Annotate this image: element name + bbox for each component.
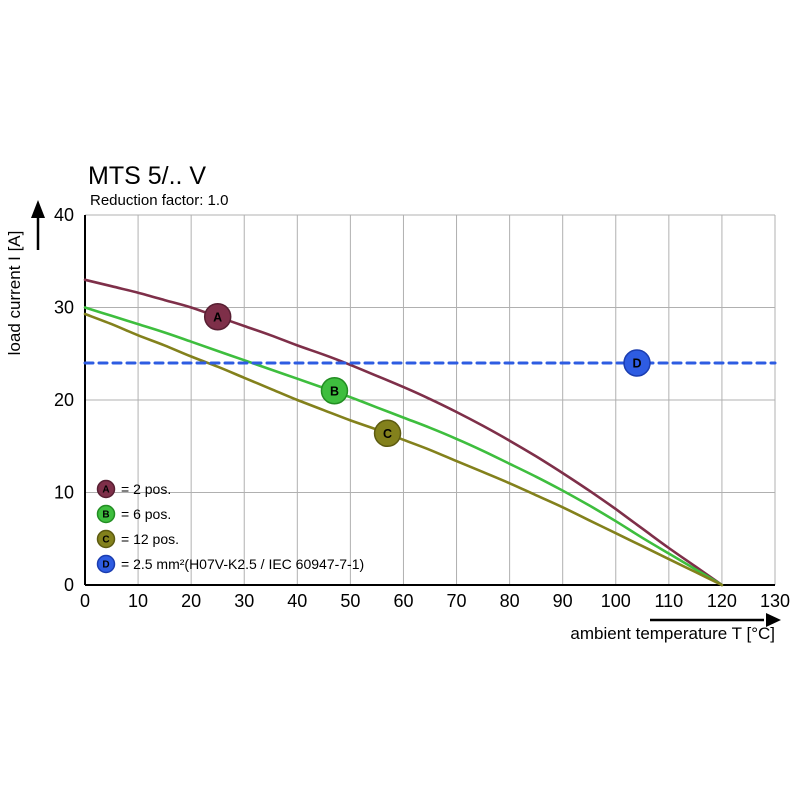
curves-layer — [83, 278, 777, 587]
legend-item-d: D = 2.5 mm²(H07V-K2.5 / IEC 60947-7-1) — [96, 554, 364, 574]
x-axis-label: ambient temperature T [°C] — [570, 624, 775, 643]
x-tick-label: 100 — [601, 591, 631, 611]
y-tick-label: 40 — [54, 205, 74, 225]
legend-label-d: = 2.5 mm²(H07V-K2.5 / IEC 60947-7-1) — [121, 556, 364, 572]
x-tick-label: 70 — [447, 591, 467, 611]
x-tick-label: 40 — [287, 591, 307, 611]
legend-swatch-d-icon — [96, 554, 116, 574]
legend-item-c: C = 12 pos. — [96, 529, 179, 549]
legend-swatch-c-icon — [96, 529, 116, 549]
legend-letter-a: A — [102, 485, 109, 496]
x-tick-label: 130 — [760, 591, 790, 611]
legend-item-b: B = 6 pos. — [96, 504, 171, 524]
curve-B — [83, 306, 724, 587]
legend-label-b: = 6 pos. — [121, 506, 171, 522]
y-axis-label: load current I [A] — [5, 231, 24, 356]
x-tick-label: 10 — [128, 591, 148, 611]
marker-D — [623, 349, 651, 377]
chart-subtitle: Reduction factor: 1.0 — [90, 192, 228, 209]
y-tick-label: 30 — [54, 298, 74, 318]
y-tick-labels: 0 10 20 30 40 — [54, 205, 74, 595]
marker-D-label: D — [632, 357, 641, 371]
marker-C — [373, 419, 402, 448]
legend-label-c: = 12 pos. — [121, 531, 179, 547]
marker-B — [320, 377, 349, 405]
y-tick-label: 20 — [54, 390, 74, 410]
legend-swatch-b-icon — [96, 504, 116, 524]
legend-letter-b: B — [102, 510, 109, 521]
y-axis-arrow-icon — [31, 200, 45, 250]
x-tick-label: 90 — [553, 591, 573, 611]
x-tick-label: 30 — [234, 591, 254, 611]
x-tick-label: 50 — [340, 591, 360, 611]
chart-title: MTS 5/.. V — [88, 162, 206, 190]
x-tick-label: 20 — [181, 591, 201, 611]
x-tick-label: 80 — [500, 591, 520, 611]
legend-item-a: A = 2 pos. — [96, 479, 171, 499]
legend: A = 2 pos. B = 6 pos. C = 12 pos. D = 2.… — [96, 479, 364, 574]
x-tick-label: 120 — [707, 591, 737, 611]
curve-C — [83, 312, 724, 587]
x-tick-label: 0 — [80, 591, 90, 611]
y-tick-label: 0 — [64, 575, 74, 595]
x-tick-label: 110 — [654, 591, 683, 611]
marker-A — [203, 303, 232, 331]
x-tick-label: 60 — [393, 591, 413, 611]
legend-letter-d: D — [102, 560, 109, 571]
legend-letter-c: C — [102, 535, 109, 546]
marker-C-label: C — [383, 427, 392, 441]
y-tick-label: 10 — [54, 483, 74, 503]
x-tick-labels: 0 10 20 30 40 50 60 70 80 90 100 110 120 130 — [80, 591, 790, 611]
legend-label-a: = 2 pos. — [121, 481, 171, 497]
marker-A-label: A — [213, 310, 222, 324]
curve-A — [83, 278, 724, 587]
legend-swatch-a-icon — [96, 479, 116, 499]
marker-B-label: B — [330, 384, 339, 398]
markers-layer: A B C D — [203, 303, 651, 448]
x-axis-arrow-icon — [650, 613, 781, 627]
